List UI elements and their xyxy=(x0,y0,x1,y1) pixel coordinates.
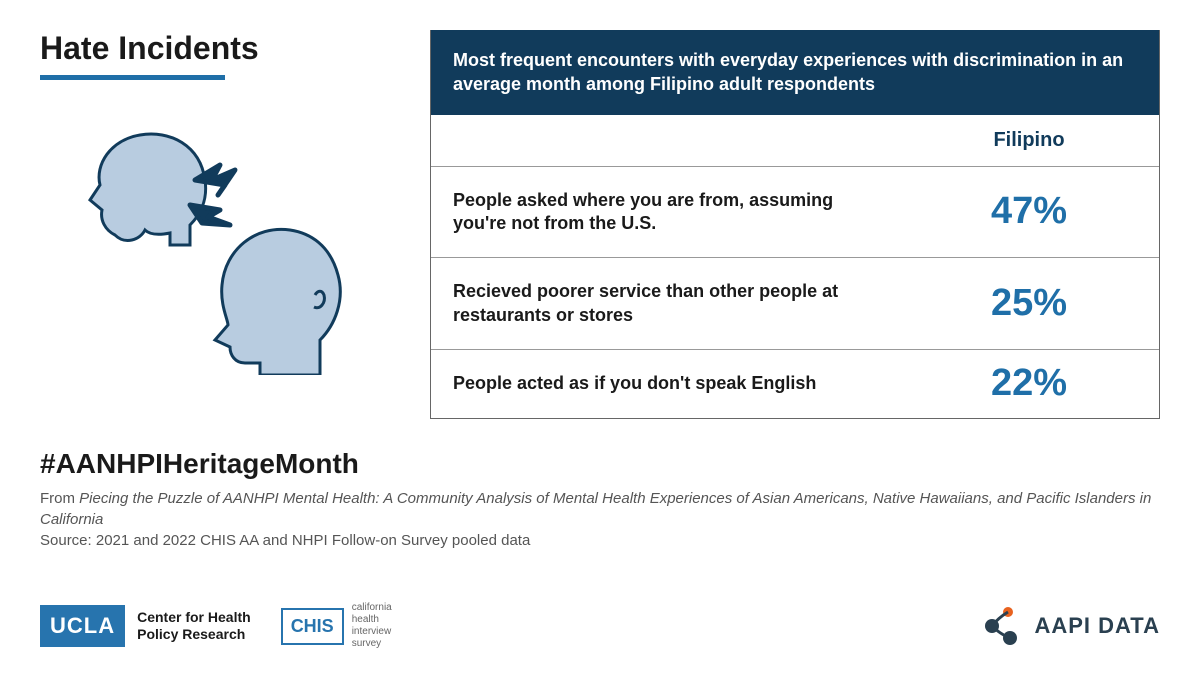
aapi-text: AAPI DATA xyxy=(1034,613,1160,639)
logo-bar: UCLA Center for Health Policy Research C… xyxy=(40,602,1160,650)
row-value: 25% xyxy=(899,282,1159,325)
row-desc: People acted as if you don't speak Engli… xyxy=(431,350,899,417)
table-empty-header xyxy=(431,115,899,166)
discrimination-table: Most frequent encounters with everyday e… xyxy=(430,30,1160,419)
table-column-header-row: Filipino xyxy=(431,115,1159,167)
title-underline xyxy=(40,75,225,80)
aapi-icon xyxy=(980,604,1024,648)
ucla-line1: Center for Health xyxy=(137,609,251,626)
ucla-line2: Policy Research xyxy=(137,626,251,643)
chis-text: california health interview survey xyxy=(352,602,392,650)
chis-line1: california xyxy=(352,602,392,614)
row-desc: Recieved poorer service than other peopl… xyxy=(431,258,899,349)
table-row: People asked where you are from, assumin… xyxy=(431,167,1159,259)
row-desc: People asked where you are from, assumin… xyxy=(431,167,899,258)
logo-left-group: UCLA Center for Health Policy Research C… xyxy=(40,602,392,650)
chis-logo: CHIS california health interview survey xyxy=(281,602,392,650)
table-row: People acted as if you don't speak Engli… xyxy=(431,350,1159,417)
page-title: Hate Incidents xyxy=(40,30,259,67)
table-header: Most frequent encounters with everyday e… xyxy=(431,30,1159,115)
chis-box: CHIS xyxy=(281,608,344,645)
table-column-label: Filipino xyxy=(899,115,1159,166)
row-value: 47% xyxy=(899,190,1159,233)
chis-line4: survey xyxy=(352,638,392,650)
source-line2: Source: 2021 and 2022 CHIS AA and NHPI F… xyxy=(40,530,1200,551)
hashtag: #AANHPIHeritageMonth xyxy=(40,448,359,480)
source-prefix: From xyxy=(40,490,79,507)
ucla-text: Center for Health Policy Research xyxy=(137,609,251,643)
heads-illustration xyxy=(50,115,390,375)
row-value: 22% xyxy=(899,362,1159,405)
source-citation: From Piecing the Puzzle of AANHPI Mental… xyxy=(40,488,1200,551)
aapi-data-logo: AAPI DATA xyxy=(980,604,1160,648)
table-row: Recieved poorer service than other peopl… xyxy=(431,258,1159,350)
source-title: Piecing the Puzzle of AANHPI Mental Heal… xyxy=(40,490,1151,528)
chis-line2: health xyxy=(352,614,392,626)
chis-line3: interview xyxy=(352,626,392,638)
ucla-box: UCLA xyxy=(40,605,125,647)
ucla-logo: UCLA Center for Health Policy Research xyxy=(40,605,251,647)
